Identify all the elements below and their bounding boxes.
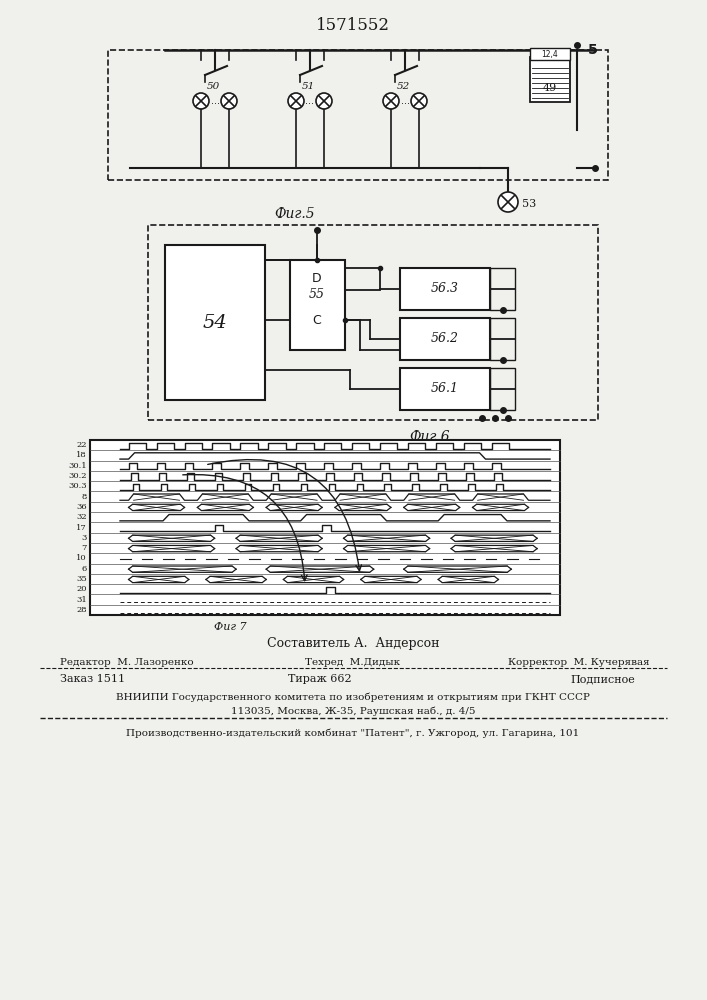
Text: 30.3: 30.3 [69,482,87,490]
Bar [90,440,560,615]
Text: 5: 5 [588,43,597,57]
Bar [108,50,608,180]
Text: Составитель А.  Андерсон: Составитель А. Андерсон [267,637,439,650]
Text: 30.2: 30.2 [69,472,87,480]
Text: 113035, Москва, Ж-35, Раушская наб., д. 4/5: 113035, Москва, Ж-35, Раушская наб., д. … [230,707,475,716]
Text: 20: 20 [76,585,87,593]
Circle shape [288,93,304,109]
Bar [490,368,515,410]
Text: 56.2: 56.2 [431,332,459,346]
Text: 35: 35 [76,575,87,583]
Text: Тираж 662: Тираж 662 [288,674,352,684]
Bar [400,268,490,310]
Text: 53: 53 [522,199,536,209]
Circle shape [221,93,237,109]
Bar [290,260,345,350]
Text: ...: ... [305,96,315,106]
Text: Заказ 1511: Заказ 1511 [60,674,125,684]
Bar [400,318,490,360]
Text: ...: ... [211,96,219,106]
Text: 30.1: 30.1 [69,462,87,470]
Circle shape [411,93,427,109]
Text: ...: ... [400,96,409,106]
Text: Фиг 7: Фиг 7 [214,622,246,632]
Text: Фиг.6: Фиг.6 [409,430,450,444]
Text: 31: 31 [76,596,87,604]
Text: Редактор  М. Лазоренко: Редактор М. Лазоренко [60,658,194,667]
Bar [400,368,490,410]
Text: 8: 8 [81,493,87,501]
Text: 36: 36 [76,503,87,511]
Bar [530,57,570,102]
Text: 12,4: 12,4 [542,49,559,58]
Text: 1571552: 1571552 [316,16,390,33]
Bar [165,245,265,400]
Text: 56.3: 56.3 [431,282,459,296]
Text: D: D [312,271,322,284]
Bar [490,268,515,310]
Text: Корректор  М. Кучерявая: Корректор М. Кучерявая [508,658,650,667]
Text: 49: 49 [543,83,557,93]
Text: 56.1: 56.1 [431,382,459,395]
Text: 3: 3 [81,534,87,542]
Text: 32: 32 [76,513,87,521]
Circle shape [498,192,518,212]
Text: C: C [312,314,322,326]
Text: 6: 6 [82,565,87,573]
Text: 22: 22 [76,441,87,449]
Text: 55: 55 [309,288,325,302]
Text: 50: 50 [206,82,220,91]
Text: 28: 28 [76,606,87,614]
Text: 51: 51 [301,82,315,91]
Text: 54: 54 [203,314,228,332]
Text: Подписное: Подписное [570,674,635,684]
Text: 52: 52 [397,82,409,91]
Text: 18: 18 [76,451,87,459]
Text: ВНИИПИ Государственного комитета по изобретениям и открытиям при ГКНТ СССР: ВНИИПИ Государственного комитета по изоб… [116,692,590,702]
Text: 7: 7 [81,544,87,552]
Bar [490,318,515,360]
Text: 10: 10 [76,554,87,562]
Text: Техред  М.Дидык: Техред М.Дидык [305,658,401,667]
Bar [148,225,598,420]
Circle shape [316,93,332,109]
Text: Фиг.5: Фиг.5 [275,207,315,221]
Circle shape [383,93,399,109]
Bar [530,48,570,60]
Text: 17: 17 [76,524,87,532]
Text: Производственно-издательский комбинат "Патент", г. Ужгород, ул. Гагарина, 101: Производственно-издательский комбинат "П… [127,728,580,738]
Circle shape [193,93,209,109]
